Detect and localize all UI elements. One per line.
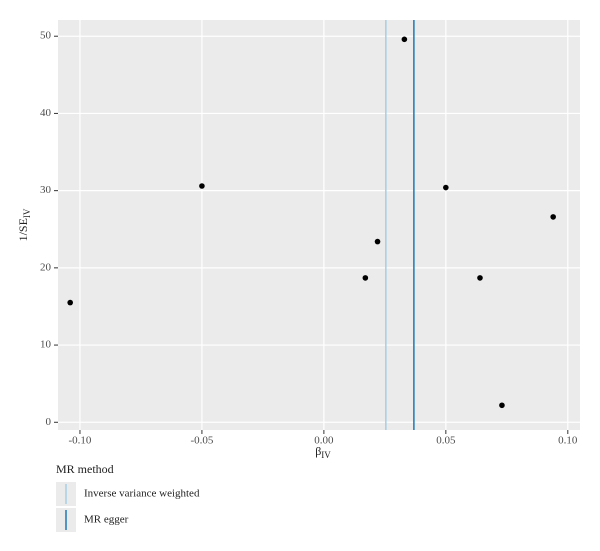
x-tick-label: 0.10 — [558, 435, 578, 447]
legend-title: MR method — [56, 462, 114, 476]
point — [199, 183, 205, 189]
y-label-main: 1/SE — [16, 218, 30, 241]
x-tick-label: -0.05 — [190, 435, 213, 447]
point — [401, 36, 408, 43]
y-tick-label: 10 — [40, 339, 52, 351]
point — [362, 275, 369, 281]
legend-label: MR egger — [84, 514, 129, 526]
x-tick-label: 0.05 — [436, 435, 456, 447]
x-label-main: β — [315, 444, 321, 458]
point — [67, 299, 73, 306]
y-axis-label: 1/SEIV — [16, 208, 32, 241]
x-axis-label: βIV — [315, 444, 331, 460]
point — [477, 275, 483, 281]
y-tick-label: 40 — [40, 107, 52, 119]
x-label-sub: IV — [321, 450, 331, 460]
x-tick-label: 0.00 — [314, 435, 334, 447]
legend-label: Inverse variance weighted — [84, 488, 200, 500]
point — [550, 214, 556, 220]
point — [499, 402, 505, 409]
x-tick-label: -0.10 — [68, 435, 91, 447]
point — [443, 184, 449, 191]
y-tick-label: 50 — [40, 30, 52, 42]
point — [374, 238, 381, 245]
y-tick-label: 20 — [40, 261, 52, 273]
plot-background — [58, 20, 580, 430]
y-label-sub: IV — [22, 208, 32, 218]
y-tick-label: 30 — [40, 184, 52, 196]
y-tick-label: 0 — [46, 416, 52, 428]
